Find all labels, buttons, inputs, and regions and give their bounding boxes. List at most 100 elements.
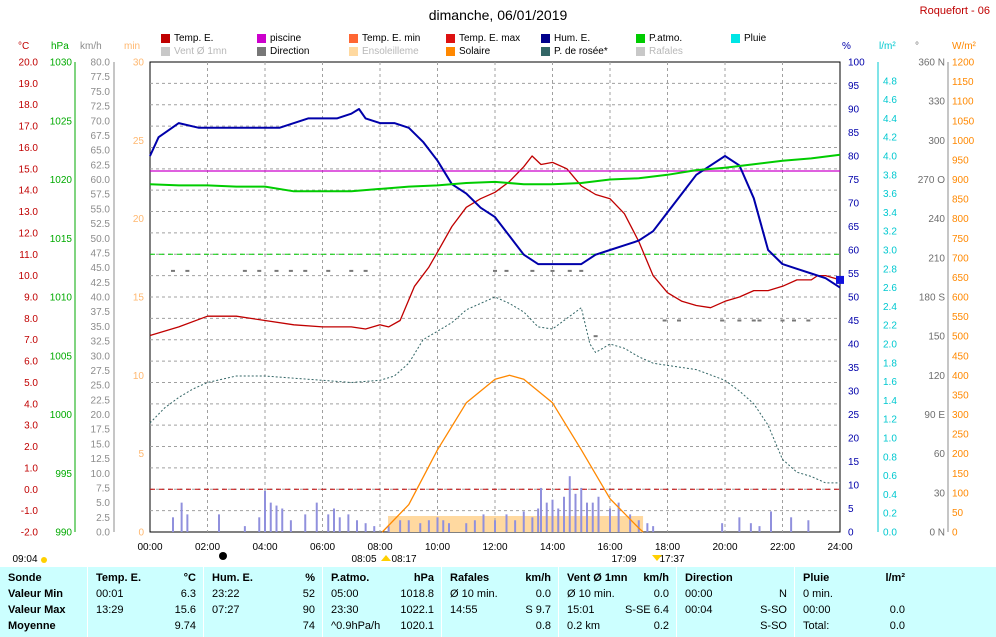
table-row: 23:30 1022.1 [323,602,442,618]
series-line-solaire [381,374,644,533]
table-column: Rafales km/h Ø 10 min. 0.0 14:55 S 9.7 0.8 [441,567,559,637]
humidity-tick-label: 50 [848,293,860,304]
wind-tick-label: 70.0 [91,116,111,127]
table-row: 23:22 52 [204,586,323,602]
unit-label-wind: km/h [80,41,102,52]
humidity-tick-label: 40 [848,340,860,351]
temp-tick-label: 17.0 [19,122,39,133]
table-cell: 0.0 [889,620,905,632]
table-cell: km/h [643,572,669,584]
temp-tick-label: 11.0 [19,250,38,261]
temp-tick-label: 16.0 [19,143,39,154]
humidity-tick-label: 35 [848,363,860,374]
humidity-tick-label: 55 [848,269,860,280]
solar-tick-label: 200 [952,449,969,460]
legend-swatch [541,47,550,56]
table-cell: 0.8 [535,620,551,632]
time-tick-label: 20:00 [712,542,737,553]
pressure-tick-label: 990 [55,528,72,539]
legend-label: Hum. E. [554,33,591,44]
pressure-tick-label: 995 [55,469,72,480]
wind-tick-label: 50.0 [91,234,111,245]
solar-tick-label: 400 [952,371,969,382]
table-header: Direction [677,570,795,586]
temp-tick-label: 15.0 [19,164,39,175]
humidity-tick-label: 10 [848,481,860,492]
rain-tick-label: 1.6 [883,377,897,388]
sun-last-time: 17:37 [659,554,684,565]
series-line-hum-e [149,108,841,289]
legend-label: P.atmo. [649,33,683,44]
rain-tick-label: 1.4 [883,396,897,407]
pressure-tick-label: 1030 [50,58,73,69]
wind-tick-label: 42.5 [91,278,111,289]
table-row: Moyenne [0,618,87,634]
pressure-tick-label: 1020 [50,175,73,186]
unit-label-min: min [124,41,141,52]
wind-tick-label: 52.5 [91,219,111,230]
table-header: Hum. E.% [204,570,323,586]
wind-tick-label: 5.0 [96,498,110,509]
rain-tick-label: 2.2 [883,321,897,332]
rain-tick-label: 0.4 [883,490,897,501]
table-cell: S-SE 6.4 [624,604,669,616]
legend-label: Solaire [459,46,491,57]
solar-tick-label: 1200 [952,58,975,69]
temp-tick-label: 20.0 [19,58,39,69]
table-row: Valeur Max [0,602,87,618]
humidity-tick-label: 5 [848,504,854,515]
table-cell: 05:00 [331,588,359,600]
temp-tick-label: 18.0 [19,100,39,111]
table-cell: % [305,572,315,584]
table-cell: 15.6 [174,604,196,616]
wind-tick-label: 45.0 [91,263,111,274]
moonrise-time: 09:04 [12,554,37,565]
legend-label: Temp. E. [174,33,214,44]
direction-tick-label: 270 O [918,175,945,186]
table-cell: 23:22 [212,588,240,600]
humidity-tick-label: 20 [848,434,860,445]
sunrise-icon [381,555,391,561]
rain-tick-label: 3.8 [883,170,897,181]
wind-tick-label: 77.5 [91,72,111,83]
legend-swatch [636,47,645,56]
legend-swatch [636,34,645,43]
solar-tick-label: 800 [952,214,969,225]
legend-label: Ensoleilleme [362,46,419,57]
legend-label: Rafales [649,46,683,57]
rain-tick-label: 4.8 [883,76,897,87]
table-cell: 1022.1 [400,604,434,616]
series-line-temp-e [149,155,841,337]
solar-tick-label: 700 [952,253,969,264]
table-cell: S-SO [760,620,787,632]
table-cell: 0.2 [653,620,669,632]
direction-tick-label: 0 N [929,528,945,539]
rain-tick-label: 3.4 [883,208,897,219]
table-cell: N [779,588,787,600]
temp-tick-label: 13.0 [19,207,39,218]
sunshine-min-tick-label: 0 [138,528,144,539]
legend-swatch [161,34,170,43]
table-cell: Direction [685,572,733,584]
legend-swatch [257,47,266,56]
unit-label-hum: % [842,41,851,52]
table-cell: 13:29 [96,604,124,616]
table-row: 07:27 90 [204,602,323,618]
table-cell: Sonde [8,572,42,584]
sunset-time: 17:09 [611,554,636,565]
rain-tick-label: 4.0 [883,152,897,163]
table-cell: Total: [803,620,830,632]
legend-swatch [541,34,550,43]
table-row: 00:01 6.3 [88,586,204,602]
wind-tick-label: 67.5 [91,131,111,142]
table-header: P.atmo. hPa [323,570,442,586]
solar-tick-label: 0 [952,528,958,539]
solar-tick-label: 1050 [952,116,975,127]
legend-item: Rafales [636,46,683,57]
wind-tick-label: 75.0 [91,87,111,98]
wind-tick-label: 55.0 [91,204,111,215]
unit-label-solar: W/m² [952,41,976,52]
solar-tick-label: 850 [952,195,969,206]
wind-tick-label: 2.5 [96,513,110,524]
